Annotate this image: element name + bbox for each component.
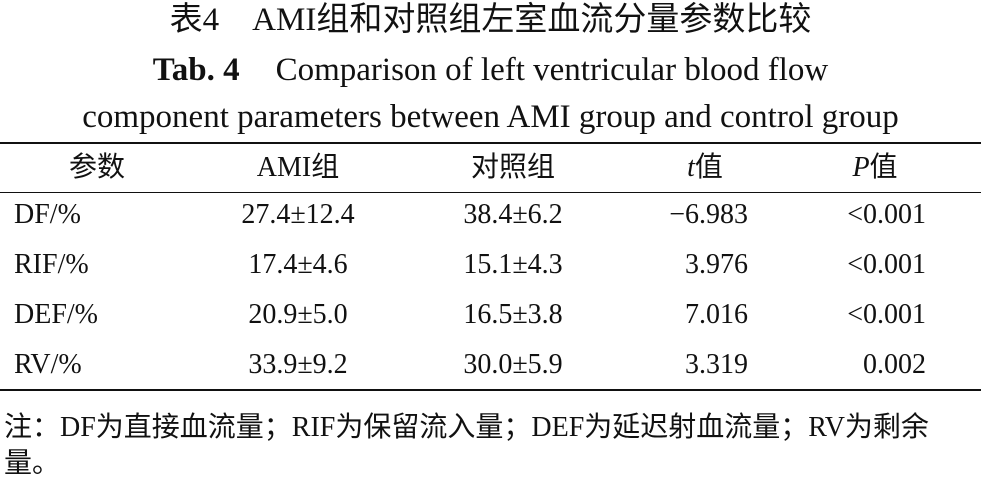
header-text: 对照组 [470, 152, 555, 183]
table-cell: DF/% [14, 199, 81, 230]
note: 注：DF为直接血流量；RIF为保留流入量；DEF为延迟射血流量；RV为剩余量。 [4, 412, 929, 479]
header-text: 值 [694, 152, 723, 183]
table-cell: 15.1±4.3 [463, 249, 563, 280]
table-cell: RIF/% [14, 249, 89, 280]
header-cell: t值 [640, 151, 770, 185]
table-cell: 16.5±3.8 [463, 299, 563, 330]
bottom-rule [0, 389, 981, 391]
header-cell: 参数 [0, 151, 194, 185]
table-cell: <0.001 [847, 299, 926, 330]
table-cell: 0.002 [863, 349, 926, 380]
header-cell: 对照组 [415, 151, 611, 185]
mid-rule [0, 192, 981, 193]
table-cell: −6.983 [669, 199, 748, 230]
table-cell: <0.001 [847, 199, 926, 230]
caption-label: Tab. 4 [152, 52, 240, 88]
header-cell: AMI组 [200, 151, 396, 185]
table-cell: 7.016 [685, 299, 748, 330]
caption-line: Comparison of left ventricular blood flo… [275, 52, 829, 88]
table-cell: DEF/% [14, 299, 98, 330]
table-cell: 17.4±4.6 [248, 249, 348, 280]
table-cell: 20.9±5.0 [248, 299, 348, 330]
header-cell: P值 [810, 151, 940, 185]
table-cell: 3.319 [685, 349, 748, 380]
header-var: t [687, 152, 695, 183]
caption-cn: 表4 AMI组和对照组左室血流分量参数比较 [169, 2, 812, 38]
top-rule [0, 142, 981, 144]
header-text: 值 [869, 152, 898, 183]
caption-en-2: component parameters between AMI group a… [82, 99, 899, 135]
table-cell: 30.0±5.9 [463, 349, 563, 380]
table-cell: RV/% [14, 349, 82, 380]
caption-en-1: Tab. 4 Comparison of left ventricular blo… [0, 50, 981, 90]
table-cell: 33.9±9.2 [248, 349, 348, 380]
table-cell: <0.001 [847, 249, 926, 280]
table-cell: 3.976 [685, 249, 748, 280]
header-text: AMI组 [256, 152, 340, 183]
header-var: P [852, 152, 870, 183]
header-text: 参数 [68, 152, 125, 183]
table-cell: 38.4±6.2 [463, 199, 563, 230]
table-cell: 27.4±12.4 [241, 199, 355, 230]
